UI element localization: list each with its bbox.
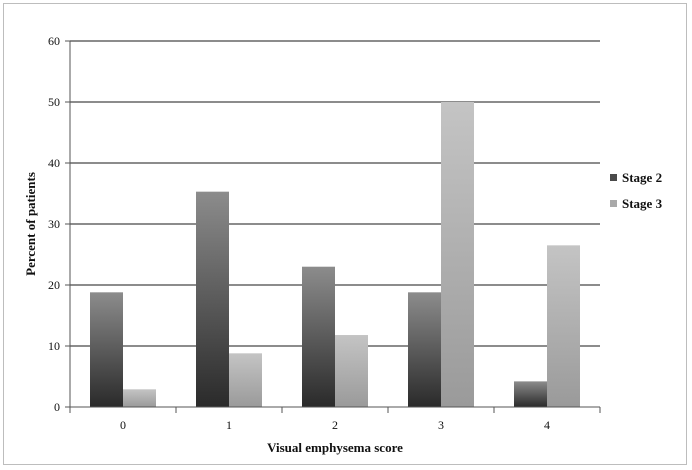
bar-stage-3-score-2 [335,335,368,407]
x-tick-label: 1 [226,418,232,432]
legend-label-stage-2: Stage 2 [622,170,662,185]
legend-swatch-stage-3 [610,200,617,207]
bar-stage-3-score-4 [547,245,580,407]
y-axis-title: Percent of patients [23,172,38,276]
bar-stage-3-score-3 [441,102,474,407]
bar-stage-3-score-0 [123,389,156,407]
y-tick-label: 30 [48,217,60,231]
x-tick-label: 0 [120,418,126,432]
x-axis-ticks: 0 1 2 3 4 [120,418,550,432]
legend-swatch-stage-2 [610,174,617,181]
gridlines [70,40,600,347]
bar-stage-2-score-4 [514,381,547,407]
x-tick-label: 4 [544,418,550,432]
y-tick-label: 40 [48,156,60,170]
bar-stage-2-score-0 [90,292,123,407]
bars [90,102,580,407]
x-tick-label: 3 [438,418,444,432]
y-tick-label: 10 [48,339,60,353]
y-tick-label: 20 [48,278,60,292]
y-tick-label: 60 [48,34,60,48]
x-axis [69,406,601,413]
bar-stage-2-score-1 [196,191,229,407]
bar-stage-2-score-3 [408,292,441,407]
bar-stage-3-score-1 [229,353,262,407]
y-tick-label: 50 [48,95,60,109]
y-axis-ticks: 0 10 20 30 40 50 60 [48,34,71,414]
x-tick-label: 2 [332,418,338,432]
legend-label-stage-3: Stage 3 [622,196,663,211]
x-axis-title: Visual emphysema score [267,440,403,455]
bar-stage-2-score-2 [302,266,335,407]
legend: Stage 2 Stage 3 [610,170,663,211]
y-tick-label: 0 [54,400,60,414]
